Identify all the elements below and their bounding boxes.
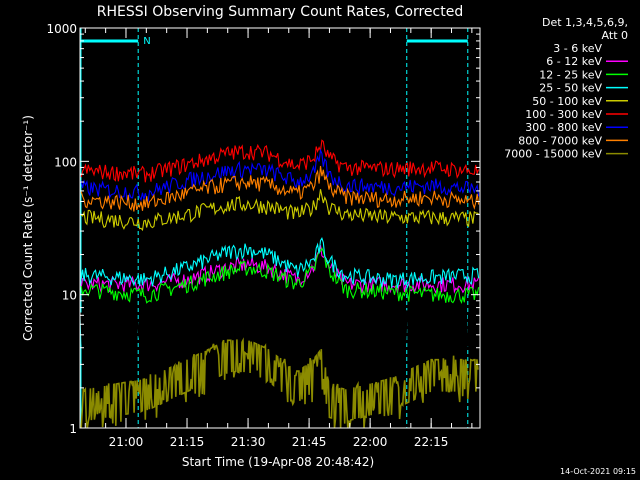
legend-entry-label: 3 - 6 keV <box>553 42 602 55</box>
chart-title: RHESSI Observing Summary Count Rates, Co… <box>97 4 463 20</box>
legend-header: Att 0 <box>602 29 628 42</box>
series-line-1 <box>80 245 480 295</box>
plot-area: N <box>80 28 480 429</box>
legend-entry-label: 25 - 50 keV <box>539 82 602 95</box>
y-tick-label: 10 <box>62 289 77 303</box>
x-tick-label: 21:30 <box>231 435 266 449</box>
series-line-6 <box>80 148 480 203</box>
series-line-7 <box>80 165 480 212</box>
x-tick-label: 21:15 <box>170 435 205 449</box>
legend-entry-label: 50 - 100 keV <box>532 95 602 108</box>
legend-entry-label: 800 - 7000 keV <box>518 134 602 147</box>
night-bar-label: N <box>143 36 150 47</box>
legend-entry-label: 300 - 800 keV <box>525 121 602 134</box>
plot-frame <box>79 27 481 429</box>
series-line-8 <box>80 337 479 429</box>
y-axis: 1 10 100 1000 <box>46 22 480 436</box>
legend-entry-label: 7000 - 15000 keV <box>504 148 602 161</box>
x-tick-label: 21:45 <box>292 435 327 449</box>
x-tick-label: 21:00 <box>109 435 144 449</box>
date-stamp: 14-Oct-2021 09:15 <box>560 467 636 476</box>
series-line-3 <box>80 237 480 289</box>
series-line-4 <box>80 189 479 232</box>
legend-entry-label: 100 - 300 keV <box>525 108 602 121</box>
series-line-5 <box>80 139 480 183</box>
x-axis-label: Start Time (19-Apr-08 20:48:42) <box>182 455 374 469</box>
y-tick-label: 100 <box>54 155 77 169</box>
legend-header: Det 1,3,4,5,6,9, <box>542 16 628 29</box>
y-tick-label: 1 <box>69 422 77 436</box>
x-axis: 21:00 21:15 21:30 21:45 22:00 22:15 <box>84 28 473 449</box>
legend-entry-label: 6 - 12 keV <box>546 55 602 68</box>
x-tick-label: 22:15 <box>414 435 449 449</box>
legend-entry-label: 12 - 25 keV <box>539 68 602 81</box>
series-line-2 <box>80 247 480 305</box>
series-line-0 <box>80 251 479 357</box>
x-tick-label: 22:00 <box>353 435 388 449</box>
y-axis-label: Corrected Count Rate (s⁻¹ detector⁻¹) <box>21 115 35 341</box>
y-tick-label: 1000 <box>46 22 77 36</box>
